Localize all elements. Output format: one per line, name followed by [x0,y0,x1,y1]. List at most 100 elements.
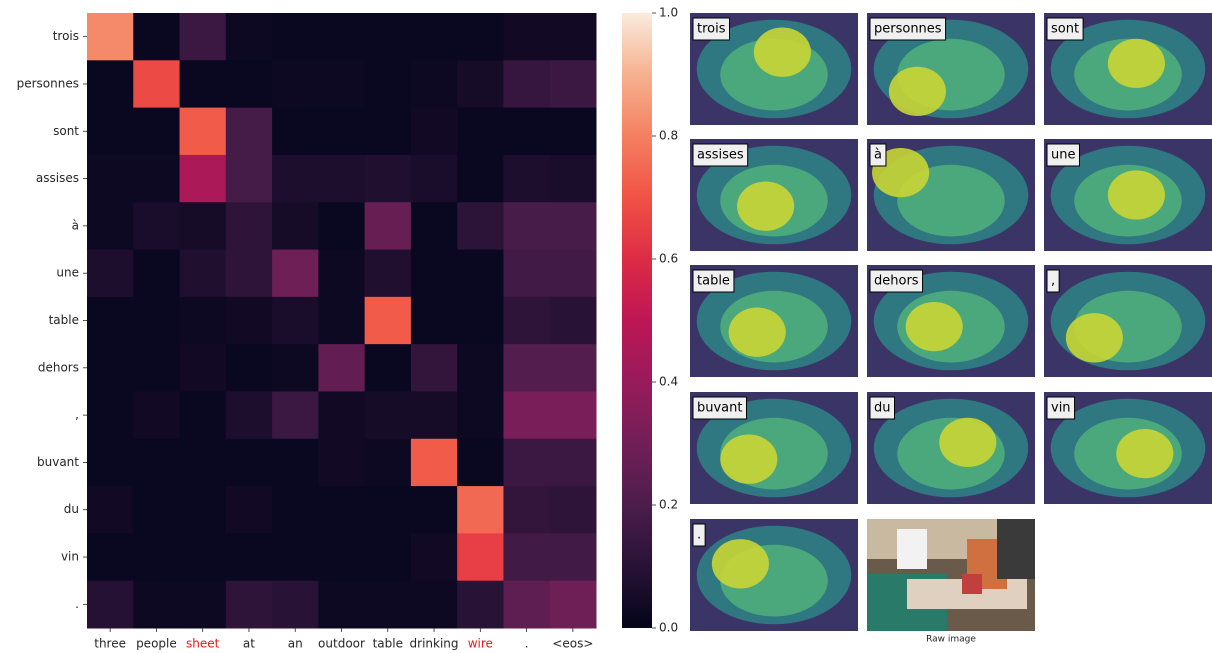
heat-cell [457,438,504,487]
attention-panel: vin [1044,392,1212,504]
heat-cell [457,391,504,440]
attention-panel: une [1044,139,1212,251]
heat-cell [87,154,134,203]
heat-cell [225,580,273,629]
attention-panel: sont [1044,13,1212,125]
heat-cell [133,13,181,61]
heat-cell [272,391,319,440]
heat-cell [549,154,597,203]
panel-label-box [1046,396,1076,420]
heat-core [888,66,946,117]
heat-cell [272,13,319,61]
heat-cell [549,580,597,629]
heat-cell [272,202,319,251]
heat-cell [549,533,597,582]
heat-cell [133,533,181,582]
y-tick-label: personnes [17,76,79,90]
y-tick-label: une [56,266,79,280]
attention-panel: personnes [867,13,1035,125]
heat-cell [87,344,134,392]
heat-cell [179,580,227,629]
x-tick-label: drinking [410,637,459,651]
heat-cell [549,438,597,487]
heat-cell [364,202,412,251]
heat-cell [133,296,181,345]
heat-cell [410,580,458,629]
panel-label-box [692,523,706,547]
heat-cell [457,533,504,582]
y-tick-label: buvant [37,455,79,469]
heat-cell [133,486,181,534]
panel-label: buvant [697,401,743,416]
heat-cell [133,202,181,251]
heat-cell [410,391,458,440]
heat-cell [503,580,551,629]
heat-cell [457,154,504,203]
heat-core [720,434,778,484]
attention-panel: trois [690,13,858,125]
heat-cell [225,202,273,251]
heat-cell [410,154,458,203]
heat-cell [549,13,597,61]
panel-label: sont [1051,22,1079,37]
heat-cell [225,438,273,487]
heat-cell [133,438,181,487]
heat-cell [318,344,366,392]
heat-cell [364,154,412,203]
heat-cell [272,249,319,298]
heat-cell [410,344,458,392]
x-tick-label: outdoor [318,637,365,651]
heat-cell [225,391,273,440]
heat-cell [87,60,134,109]
panel-label-box [869,269,924,293]
y-tick-label: trois [53,29,79,43]
heat-cell [318,107,366,156]
heat-cell [179,438,227,487]
heat-cell [457,296,504,345]
panel-label: du [874,401,891,416]
heat-core [939,417,997,468]
heat-cell [364,13,412,61]
heat-cell [364,533,412,582]
heat-cell [133,580,181,629]
heat-cell [133,60,181,109]
attention-panel: du [867,392,1035,504]
heat-cell [225,60,273,109]
heat-cell [410,13,458,61]
heat-cell [318,296,366,345]
panel-label-box [692,396,747,420]
heat-cell [410,107,458,156]
heat-cell [225,249,273,298]
heat-cell [87,296,134,345]
heat-cell [179,296,227,345]
x-tick-label: sheet [186,637,220,651]
heat-core [1107,38,1165,89]
panel-label-box [1046,269,1060,293]
heat-cell [87,249,134,298]
heat-cell [318,60,366,109]
heat-cell [225,13,273,61]
heat-cell [318,486,366,534]
heat-cell [410,296,458,345]
heat-cell [503,296,551,345]
heat-cell [364,107,412,156]
y-tick-label: , [75,408,79,422]
y-tick-label: à [72,218,79,232]
panel-label-box [692,269,735,293]
heat-cell [179,533,227,582]
heat-cell [457,344,504,392]
heat-cell [87,580,134,629]
panel-label: une [1051,148,1075,163]
attention-panel: à [867,139,1035,251]
heat-cell [503,391,551,440]
heat-cell [410,202,458,251]
heat-cell [272,533,319,582]
heat-core [1116,428,1174,479]
heat-cell [318,391,366,440]
heat-cell [272,486,319,534]
heat-cell [364,580,412,629]
heat-cell [549,249,597,298]
attention-panel: dehors [867,265,1035,377]
heat-cell [503,438,551,487]
